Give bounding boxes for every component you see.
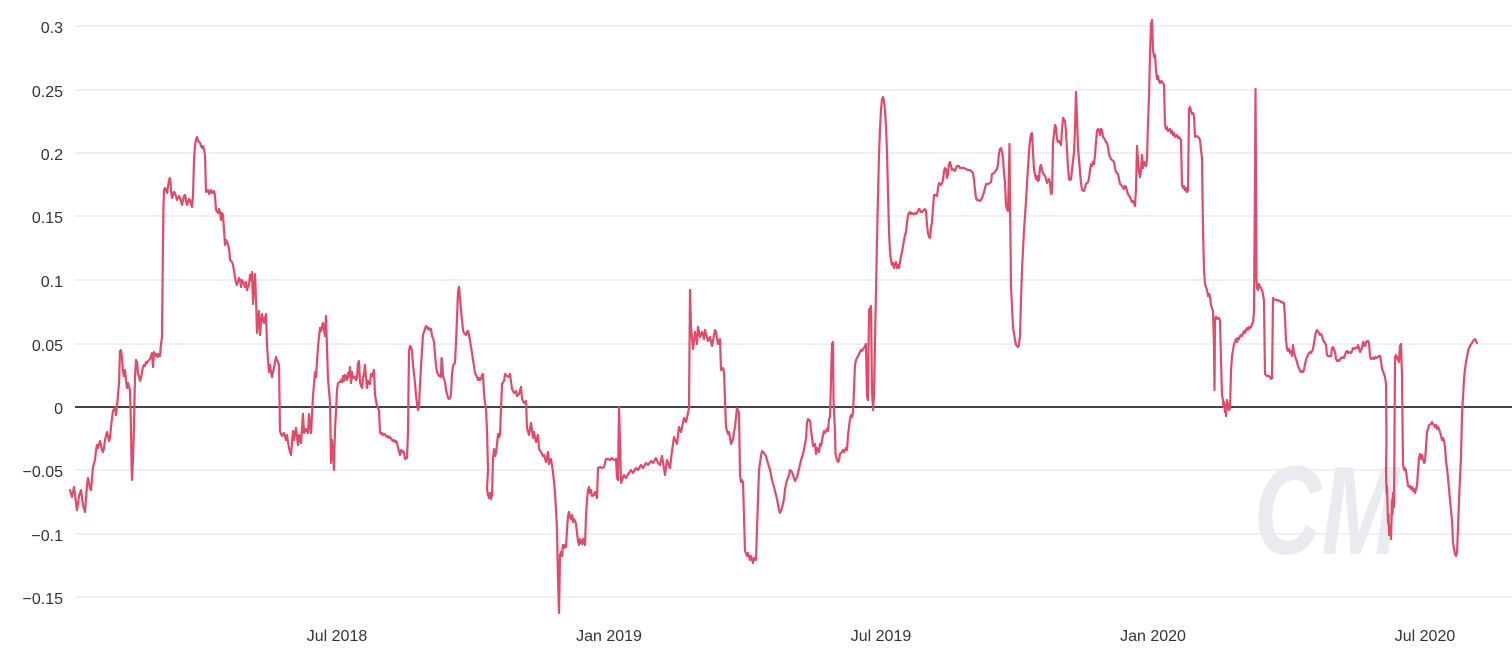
svg-text:Jan 2019: Jan 2019: [576, 628, 642, 645]
svg-text:0.2: 0.2: [41, 147, 63, 164]
svg-text:CM: CM: [1254, 441, 1401, 581]
svg-text:Jul 2019: Jul 2019: [851, 628, 912, 645]
svg-text:−0.1: −0.1: [31, 528, 63, 545]
svg-text:−0.05: −0.05: [23, 464, 64, 481]
svg-text:0.3: 0.3: [41, 20, 63, 37]
svg-text:0.05: 0.05: [32, 338, 63, 355]
svg-text:0.15: 0.15: [32, 210, 63, 227]
svg-text:Jul 2020: Jul 2020: [1395, 628, 1456, 645]
svg-text:−0.15: −0.15: [23, 591, 64, 608]
svg-text:0.25: 0.25: [32, 84, 63, 101]
svg-text:0.1: 0.1: [41, 274, 63, 291]
svg-text:Jan 2020: Jan 2020: [1120, 628, 1186, 645]
svg-text:Jul 2018: Jul 2018: [307, 628, 368, 645]
svg-text:0: 0: [54, 401, 63, 418]
